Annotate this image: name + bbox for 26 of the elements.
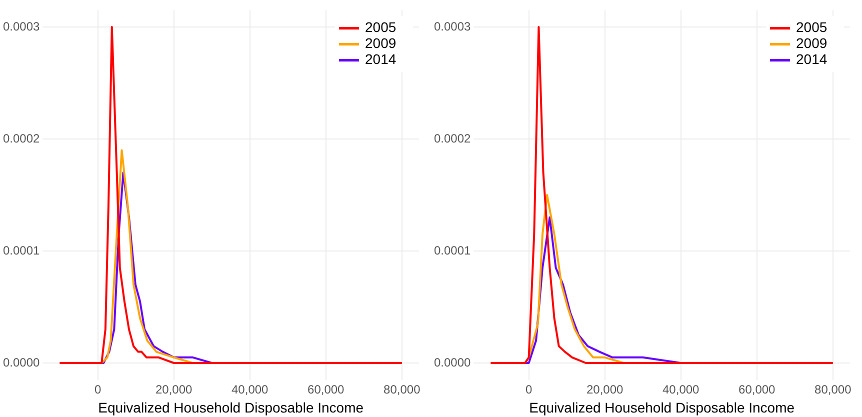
y-tick-label: 0.0002	[3, 131, 40, 146]
x-tick-label: 60,000	[308, 382, 345, 396]
y-tick-label: 0.0002	[434, 131, 472, 146]
y-tick-label: 0.0003	[434, 19, 472, 34]
legend-label: 2014	[365, 51, 396, 68]
x-tick-label: 80,000	[384, 382, 421, 396]
x-tick-label: 20,000	[155, 382, 193, 396]
y-tick-label: 0.0001	[434, 243, 472, 258]
y-tick-label: 0.0001	[3, 243, 40, 258]
x-tick-label: 60,000	[738, 382, 776, 396]
legend-label: 2014	[796, 51, 828, 68]
legend-label: 2009	[365, 35, 396, 52]
x-axis-title: Equivalized Household Disposable Income	[529, 399, 795, 416]
x-tick-label: 0	[94, 382, 102, 396]
y-tick-label: 0.0000	[434, 355, 472, 370]
legend-label: 2009	[796, 35, 828, 52]
x-axis-title: Equivalized Household Disposable Income	[98, 399, 364, 416]
x-tick-label: 40,000	[232, 382, 269, 396]
x-tick-label: 0	[525, 382, 532, 396]
y-tick-label: 0.0003	[3, 19, 40, 34]
x-tick-label: 40,000	[662, 382, 700, 396]
legend-label: 2005	[796, 19, 828, 36]
x-tick-label: 80,000	[814, 382, 852, 396]
legend-label: 2005	[365, 19, 396, 36]
x-tick-label: 20,000	[586, 382, 624, 396]
y-tick-label: 0.0000	[3, 355, 40, 370]
